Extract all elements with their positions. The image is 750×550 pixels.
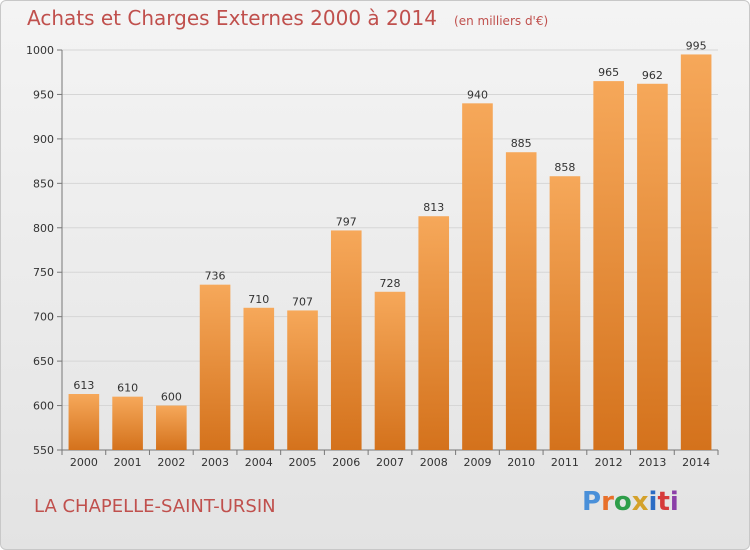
x-tick-label: 2010 <box>507 456 535 469</box>
x-tick-label: 2004 <box>245 456 273 469</box>
x-tick-label: 2002 <box>157 456 185 469</box>
bar <box>156 405 187 450</box>
data-label: 600 <box>161 391 182 404</box>
x-tick-label: 2000 <box>70 456 98 469</box>
bar <box>68 394 100 450</box>
y-tick-label: 900 <box>33 133 54 146</box>
logo-letter: P <box>582 487 602 517</box>
chart-title: Achats et Charges Externes 2000 à 2014 <box>27 6 437 30</box>
bar <box>462 103 493 450</box>
data-label: 610 <box>117 382 138 395</box>
logo-letter: t <box>657 487 670 517</box>
x-tick-label: 2012 <box>595 456 623 469</box>
data-label: 858 <box>554 161 575 174</box>
data-label: 728 <box>380 277 401 290</box>
bar <box>418 216 450 450</box>
bar <box>549 176 581 450</box>
data-label: 995 <box>686 39 707 52</box>
chart-unit: (en milliers d'€) <box>454 14 549 28</box>
logo-letter: o <box>613 487 632 517</box>
y-tick-label: 700 <box>33 311 54 324</box>
y-tick-label: 600 <box>33 400 54 413</box>
y-tick-label: 1000 <box>26 44 54 57</box>
x-tick-label: 2013 <box>638 456 666 469</box>
logo-letter: i <box>669 487 679 517</box>
data-label: 940 <box>467 88 488 101</box>
bar <box>637 83 668 451</box>
y-tick-label: 750 <box>33 266 54 279</box>
bar <box>199 284 231 450</box>
x-tick-label: 2009 <box>463 456 491 469</box>
bars <box>68 54 712 451</box>
data-label: 797 <box>336 215 357 228</box>
bar <box>680 54 712 450</box>
data-label: 736 <box>205 270 226 283</box>
data-label: 965 <box>598 66 619 79</box>
x-tick-label: 2008 <box>420 456 448 469</box>
bar <box>593 81 624 450</box>
bar <box>374 291 406 450</box>
x-tick-label: 2014 <box>682 456 710 469</box>
data-label: 613 <box>73 379 94 392</box>
y-tick-label: 650 <box>33 355 54 368</box>
x-tick-label: 2006 <box>332 456 360 469</box>
bar <box>112 396 143 450</box>
bar <box>287 310 318 450</box>
chart-header: Achats et Charges Externes 2000 à 2014 (… <box>27 6 548 30</box>
bar <box>330 230 362 450</box>
logo-letter: x <box>631 487 649 517</box>
y-tick-label: 950 <box>33 88 54 101</box>
x-tick-label: 2003 <box>201 456 229 469</box>
x-tick-label: 2007 <box>376 456 404 469</box>
bar <box>243 307 275 450</box>
data-labels: 613 610 600 736 710 707 797 728 813 940 885 858 965 9… <box>73 39 706 403</box>
data-label: 710 <box>248 293 269 306</box>
logo-letter: i <box>648 487 658 517</box>
data-label: 707 <box>292 295 313 308</box>
data-label: 885 <box>511 137 532 150</box>
bar <box>505 152 537 450</box>
x-tick-label: 2005 <box>289 456 317 469</box>
data-label: 962 <box>642 69 663 82</box>
y-tick-label: 550 <box>33 444 54 457</box>
proxiti-logo[interactable]: Proxiti <box>582 487 679 517</box>
location-label: LA CHAPELLE-SAINT-URSIN <box>34 496 276 517</box>
y-tick-label: 850 <box>33 177 54 190</box>
x-tick-label: 2001 <box>114 456 142 469</box>
y-tick-label: 800 <box>33 222 54 235</box>
logo-letter: r <box>601 487 614 517</box>
x-tick-label: 2011 <box>551 456 579 469</box>
data-label: 813 <box>423 201 444 214</box>
